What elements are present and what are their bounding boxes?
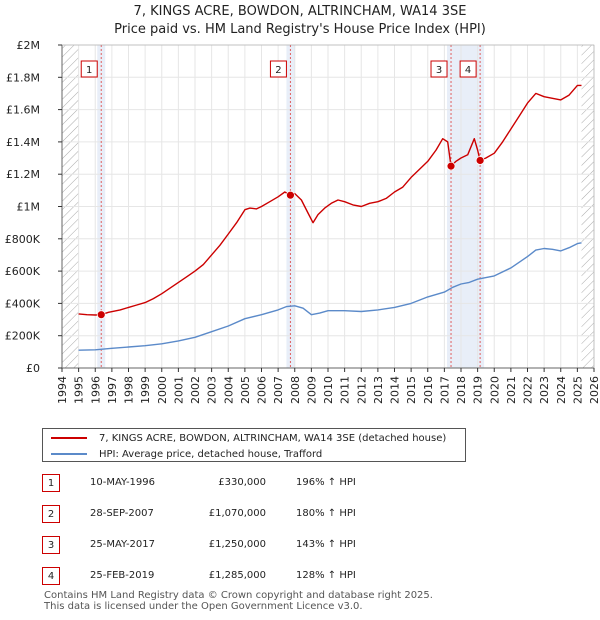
x-tick-label: 2004 — [222, 376, 235, 404]
x-tick-label: 1994 — [56, 376, 69, 404]
x-tick-label: 2024 — [555, 376, 568, 404]
sale-row: 4 25-FEB-2019 £1,285,000 128% ↑ HPI — [42, 567, 462, 587]
x-tick-label: 1999 — [139, 376, 152, 404]
sale-date: 25-FEB-2019 — [90, 570, 155, 581]
x-tick-label: 2016 — [422, 376, 435, 404]
x-tick-label: 2015 — [405, 376, 418, 404]
chart-title: 7, KINGS ACRE, BOWDON, ALTRINCHAM, WA14 … — [133, 4, 467, 19]
y-tick-label: £400K — [5, 297, 41, 310]
x-tick-label: 2011 — [339, 376, 352, 404]
sale-point — [446, 161, 456, 171]
x-tick-label: 2008 — [289, 376, 302, 404]
footer-licence: This data is licensed under the Open Gov… — [44, 601, 363, 612]
y-tick-label: £1.2M — [6, 168, 40, 181]
sale-label-text: 1 — [86, 65, 92, 76]
sale-number-badge: 3 — [42, 536, 60, 554]
sale-label-box — [430, 60, 448, 78]
y-tick-label: £600K — [5, 265, 41, 278]
x-tick-label: 2021 — [505, 376, 518, 404]
x-tick-label: 2010 — [322, 376, 335, 404]
x-tick-label: 2013 — [372, 376, 385, 404]
y-tick-label: £1.4M — [6, 136, 40, 149]
x-tick-label: 2003 — [206, 376, 219, 404]
y-tick-label: £1.6M — [6, 104, 40, 117]
x-tick-label: 2007 — [272, 376, 285, 404]
sale-date: 28-SEP-2007 — [90, 508, 154, 519]
sale-label-text: 3 — [436, 65, 442, 76]
sale-label-box — [269, 60, 287, 78]
x-tick-label: 2018 — [455, 376, 468, 404]
sale-hpi-change: 128% ↑ HPI — [296, 570, 356, 581]
sale-label-text: 2 — [275, 65, 281, 76]
chart-legend: 7, KINGS ACRE, BOWDON, ALTRINCHAM, WA14 … — [42, 428, 466, 462]
sale-row: 1 10-MAY-1996 £330,000 196% ↑ HPI — [42, 474, 462, 494]
x-tick-label: 2014 — [389, 376, 402, 404]
legend-item-property: 7, KINGS ACRE, BOWDON, ALTRINCHAM, WA14 … — [51, 431, 446, 445]
sale-point — [96, 310, 106, 320]
sale-price: £330,000 — [218, 477, 266, 488]
x-tick-label: 2009 — [305, 376, 318, 404]
x-tick-label: 1995 — [73, 376, 86, 404]
x-tick-label: 2019 — [472, 376, 485, 404]
sale-label-box — [80, 60, 98, 78]
sale-hpi-change: 143% ↑ HPI — [296, 539, 356, 550]
sale-price: £1,250,000 — [208, 539, 266, 550]
sale-point — [475, 156, 485, 165]
sale-point — [286, 190, 295, 200]
sale-row: 3 25-MAY-2017 £1,250,000 143% ↑ HPI — [42, 536, 462, 556]
price-chart: 1 2 3 4 £0 £200K £400K £600K £800K £1M £1.2M £1.4M £… — [5, 39, 600, 404]
legend-label-property: 7, KINGS ACRE, BOWDON, ALTRINCHAM, WA14 … — [99, 432, 447, 444]
footer-attribution: Contains HM Land Registry data © Crown c… — [44, 590, 433, 612]
x-tick-label: 2005 — [239, 376, 252, 404]
property-price-line — [78, 84, 582, 316]
sale-label-text: 4 — [465, 65, 471, 76]
hpi-line — [78, 242, 582, 351]
y-tick-label: £1M — [17, 201, 41, 214]
legend-label-hpi: HPI: Average price, detached house, Traf… — [99, 448, 323, 460]
x-tick-label: 2001 — [172, 376, 185, 404]
sale-hpi-change: 196% ↑ HPI — [296, 477, 356, 488]
x-tick-label: 2025 — [571, 376, 584, 404]
sale-date: 10-MAY-1996 — [90, 477, 156, 488]
footer-copyright: Contains HM Land Registry data © Crown c… — [44, 590, 433, 601]
x-tick-label: 1997 — [106, 376, 119, 404]
y-tick-label: £200K — [5, 330, 41, 343]
legend-swatch-property — [51, 437, 87, 439]
legend-item-hpi: HPI: Average price, detached house, Traf… — [51, 447, 322, 461]
sale-price: £1,070,000 — [208, 508, 266, 519]
x-tick-label: 2000 — [156, 376, 169, 404]
x-tick-label: 2023 — [538, 376, 551, 404]
x-tick-label: 2006 — [256, 376, 269, 404]
y-tick-label: £800K — [5, 233, 41, 246]
x-tick-label: 1996 — [89, 376, 102, 404]
sale-row: 2 28-SEP-2007 £1,070,000 180% ↑ HPI — [42, 505, 462, 525]
sale-number-badge: 4 — [42, 567, 60, 585]
chart-subtitle: Price paid vs. HM Land Registry's House … — [114, 22, 486, 37]
legend-swatch-hpi — [51, 453, 87, 455]
y-tick-label: £2M — [17, 39, 41, 52]
sale-date: 25-MAY-2017 — [90, 539, 156, 550]
sale-label-box — [459, 60, 477, 78]
y-tick-label: £1.8M — [6, 71, 40, 84]
x-tick-label: 2012 — [355, 376, 368, 404]
sale-price: £1,285,000 — [208, 570, 266, 581]
x-tick-label: 2020 — [488, 376, 501, 404]
sale-number-badge: 1 — [42, 474, 60, 492]
sale-number-badge: 2 — [42, 505, 60, 523]
sale-hpi-change: 180% ↑ HPI — [296, 508, 356, 519]
x-tick-label: 2026 — [588, 376, 600, 404]
y-tick-label: £0 — [26, 362, 40, 375]
x-tick-label: 2017 — [438, 376, 451, 404]
x-tick-label: 2002 — [189, 376, 202, 404]
x-tick-label: 1998 — [123, 376, 136, 404]
x-tick-label: 2022 — [522, 376, 535, 404]
